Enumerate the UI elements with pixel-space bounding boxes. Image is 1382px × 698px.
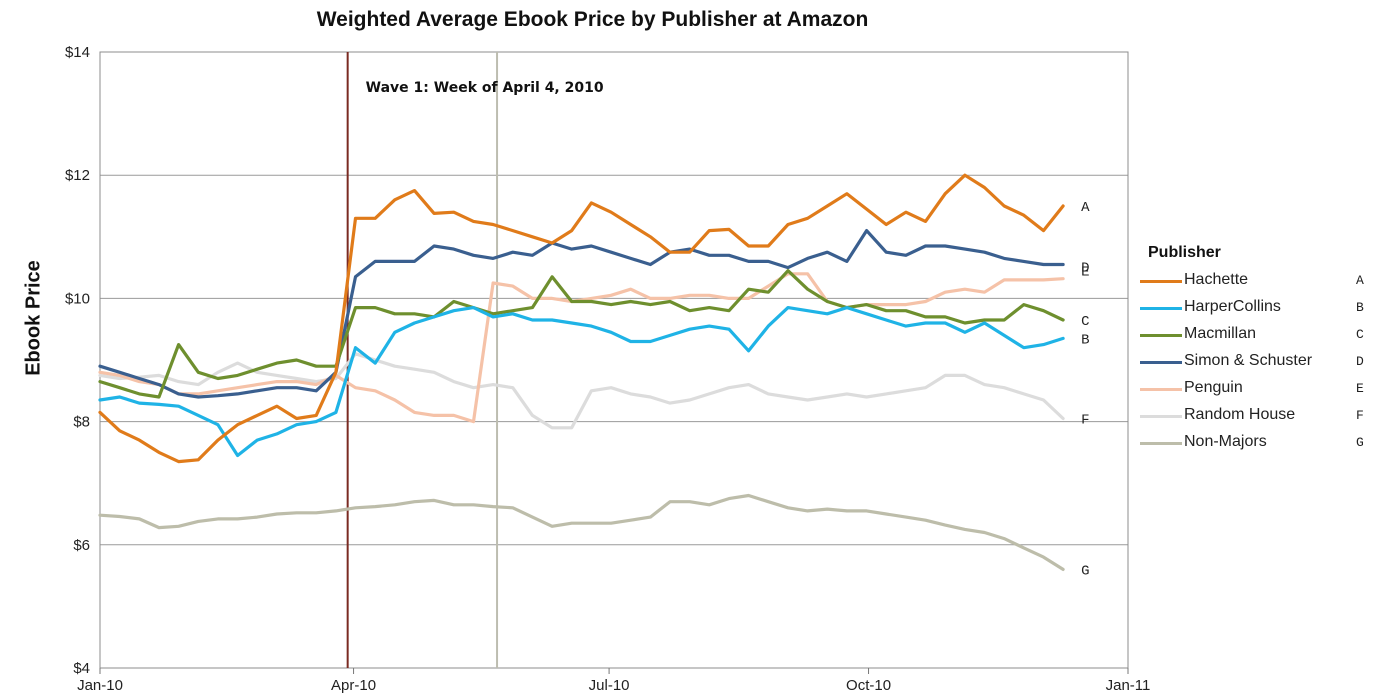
legend-code: B bbox=[1356, 300, 1364, 315]
legend-swatch bbox=[1140, 442, 1182, 445]
legend-label: HarperCollins bbox=[1184, 298, 1281, 315]
legend-code: A bbox=[1356, 273, 1364, 288]
legend-label: Macmillan bbox=[1184, 325, 1257, 342]
legend-code: E bbox=[1356, 381, 1364, 396]
series-lines bbox=[98, 173, 1065, 572]
legend-label: Penguin bbox=[1184, 379, 1243, 396]
series-line-g bbox=[98, 493, 1065, 572]
y-tick-label: $6 bbox=[73, 537, 90, 554]
series-line-d bbox=[98, 229, 1065, 399]
legend-item-g: Non-Majors G bbox=[1140, 430, 1375, 457]
series-line-c bbox=[98, 269, 1065, 399]
chart-title: Weighted Average Ebook Price by Publishe… bbox=[316, 8, 869, 31]
x-tick-label: Jan-10 bbox=[77, 677, 123, 694]
legend-item-c: Macmillan C bbox=[1140, 322, 1375, 349]
legend: Publisher Hachette A HarperCollins B Macmill… bbox=[1140, 244, 1375, 457]
x-tick-label: Apr-10 bbox=[331, 677, 376, 694]
legend-swatch bbox=[1140, 280, 1182, 283]
y-tick-label: $8 bbox=[73, 414, 90, 431]
legend-code: F bbox=[1356, 408, 1364, 423]
legend-code: G bbox=[1356, 435, 1364, 450]
legend-item-a: Hachette A bbox=[1140, 268, 1375, 295]
legend-title: Publisher bbox=[1148, 244, 1221, 261]
legend-code: D bbox=[1356, 354, 1364, 369]
series-end-label-g: G bbox=[1081, 563, 1089, 579]
legend-swatch bbox=[1140, 361, 1182, 364]
legend-item-d: Simon & Schuster D bbox=[1140, 349, 1375, 376]
legend-item-b: HarperCollins B bbox=[1140, 295, 1375, 322]
x-tick-label: Jul-10 bbox=[589, 677, 630, 694]
series-end-label-c: C bbox=[1081, 314, 1089, 330]
legend-label: Simon & Schuster bbox=[1184, 352, 1313, 369]
x-tick-label: Jan-11 bbox=[1106, 677, 1151, 694]
y-tick-label: $14 bbox=[65, 44, 90, 61]
series-line-e bbox=[98, 272, 1065, 424]
x-tick-label: Oct-10 bbox=[846, 677, 891, 694]
series-end-label-f: F bbox=[1081, 413, 1089, 429]
series-end-label-a: A bbox=[1081, 200, 1090, 216]
legend-swatch bbox=[1140, 415, 1182, 418]
legend-code: C bbox=[1356, 327, 1364, 342]
legend-item-f: Random House F bbox=[1140, 403, 1375, 430]
legend-swatch bbox=[1140, 307, 1182, 310]
axes bbox=[99, 51, 1129, 674]
legend-label: Random House bbox=[1184, 406, 1296, 423]
legend-label: Hachette bbox=[1184, 271, 1249, 288]
tick-labels: $4 $6 $8 $10 $12 $14 Jan-10 Apr-10 Jul-10 Oct-10 J… bbox=[65, 44, 1150, 694]
series-line-a bbox=[98, 173, 1065, 464]
legend-swatch bbox=[1140, 388, 1182, 391]
reference-lines bbox=[346, 52, 499, 668]
y-tick-label: $10 bbox=[65, 290, 90, 307]
series-end-label-d: D bbox=[1081, 261, 1089, 277]
series-end-label-b: B bbox=[1081, 332, 1089, 348]
series-end-labels: A BC DE F G bbox=[1081, 200, 1090, 579]
wave-1-annotation: Wave 1: Week of April 4, 2010 bbox=[366, 80, 604, 96]
legend-item-e: Penguin E bbox=[1140, 376, 1375, 403]
series-end-label-e: E bbox=[1081, 265, 1089, 281]
plot-frame bbox=[99, 51, 1129, 669]
y-tick-label: $4 bbox=[73, 660, 90, 677]
series-line-f bbox=[98, 352, 1065, 430]
legend-swatch bbox=[1140, 334, 1182, 337]
series-line-b bbox=[98, 306, 1065, 458]
gridlines bbox=[100, 174, 1128, 546]
y-tick-label: $12 bbox=[65, 167, 90, 184]
legend-label: Non-Majors bbox=[1184, 433, 1267, 450]
